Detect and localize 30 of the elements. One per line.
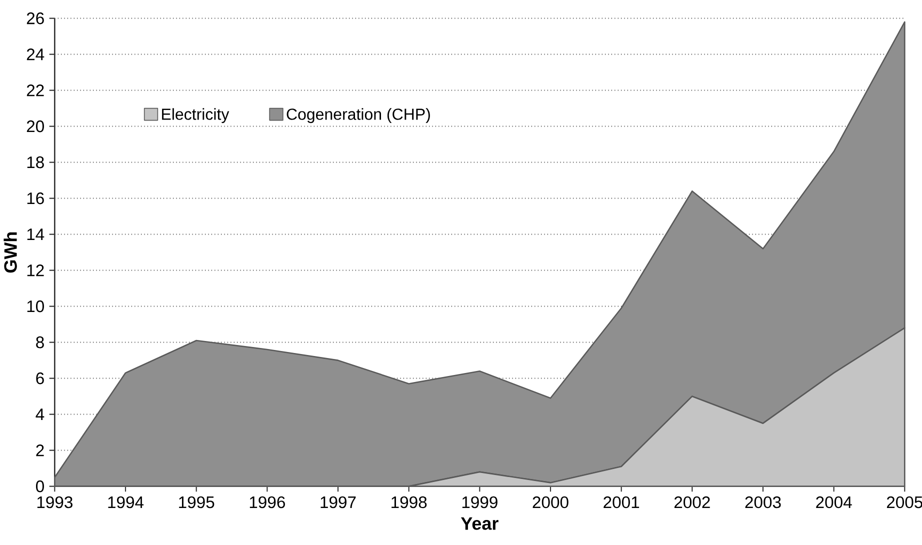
y-tick-label: 20 xyxy=(26,120,44,132)
x-tick-label: 1996 xyxy=(250,496,285,508)
x-tick-label: 1998 xyxy=(392,496,427,508)
x-tick-label: 1993 xyxy=(37,496,72,508)
x-tick-label: 1995 xyxy=(179,496,214,508)
x-tick-label: 1999 xyxy=(462,496,498,508)
x-tick-label: 1994 xyxy=(108,496,144,508)
y-tick-label: 18 xyxy=(27,156,44,168)
y-axis-title: GWh xyxy=(4,232,17,273)
y-tick-label: 24 xyxy=(26,48,44,60)
x-tick-label: 2004 xyxy=(816,496,852,508)
y-tick-label: 6 xyxy=(36,372,44,384)
x-tick-label: 2002 xyxy=(674,496,710,508)
legend-label: Cogeneration (CHP) xyxy=(286,108,430,124)
y-tick-label: 26 xyxy=(26,12,44,24)
x-tick-label: 2000 xyxy=(532,496,568,508)
legend-label: Electricity xyxy=(162,108,230,124)
y-tick-label: 16 xyxy=(27,192,44,204)
y-tick-label: 14 xyxy=(27,228,44,240)
x-tick-label: 2003 xyxy=(745,496,781,508)
y-tick-label: 0 xyxy=(36,480,44,492)
y-tick-label: 2 xyxy=(36,444,44,456)
y-tick-label: 12 xyxy=(27,264,44,276)
x-tick-label: 1997 xyxy=(320,496,356,508)
y-tick-label: 4 xyxy=(36,408,44,420)
y-tick-label: 10 xyxy=(27,300,44,312)
y-tick-label: 8 xyxy=(36,336,44,348)
x-tick-label: 2001 xyxy=(604,496,640,508)
x-axis-title: Year xyxy=(460,517,498,530)
y-tick-label: 22 xyxy=(26,84,44,96)
